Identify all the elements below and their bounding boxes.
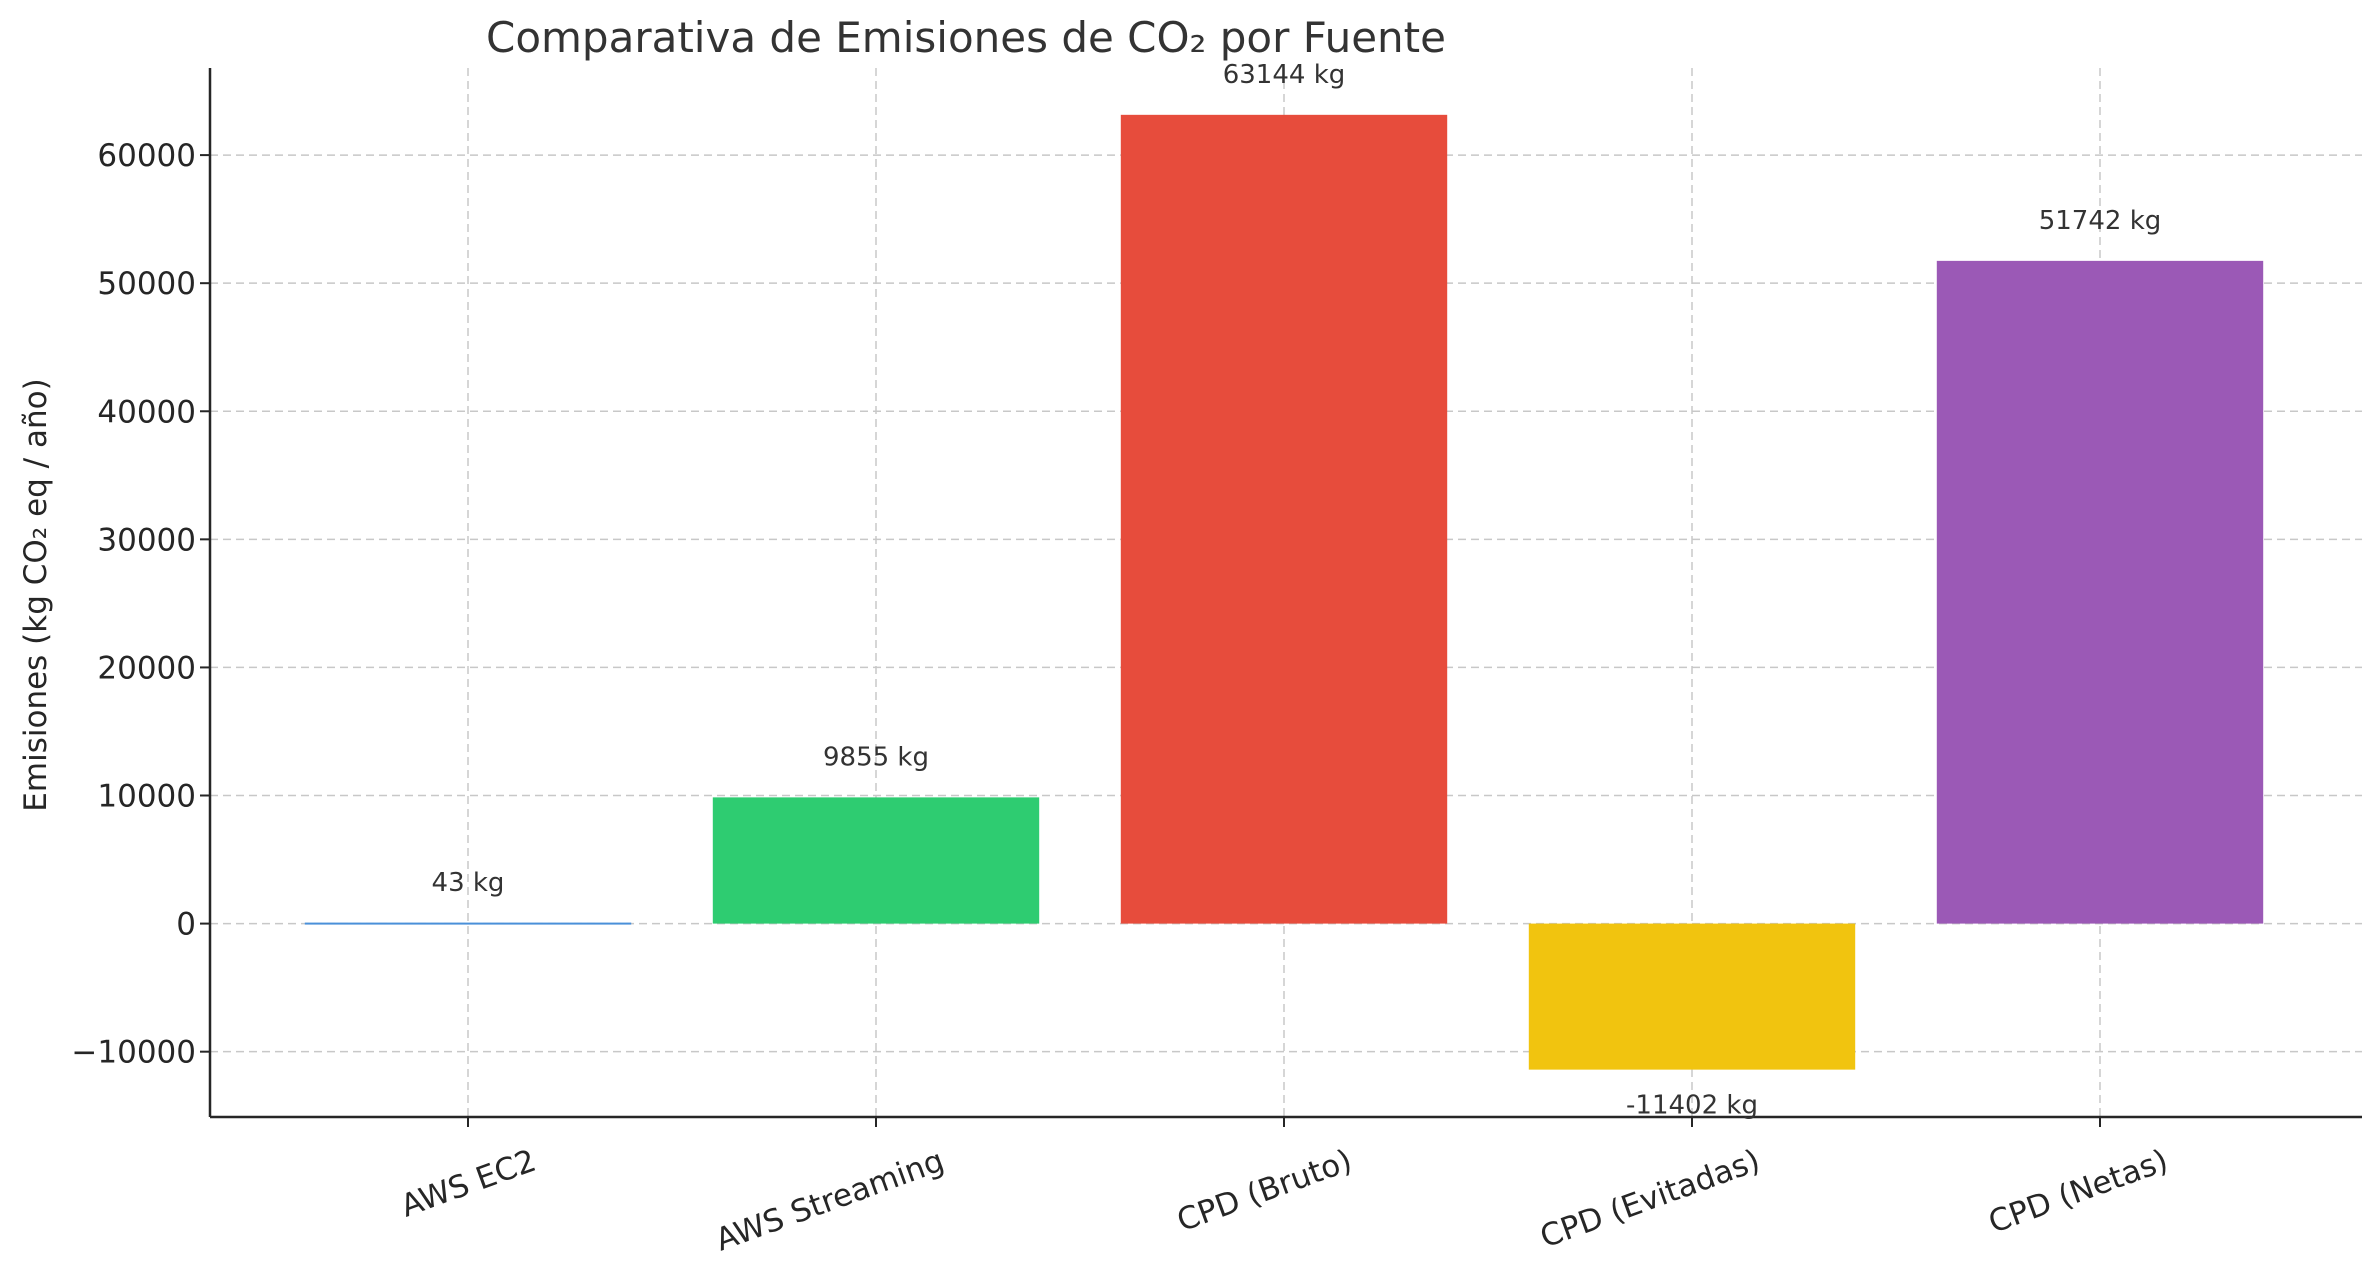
bar (712, 797, 1040, 924)
x-tick-label: CPD (Bruto) (1172, 1143, 1356, 1239)
data-label-layer: 43 kg 9855 kg 63144 kg -11402 kg 51742 kg (432, 60, 2162, 1121)
bar (1528, 923, 1856, 1070)
y-tick-label: 10000 (97, 779, 196, 815)
bar (1120, 114, 1448, 924)
y-axis-label: Emisiones (kg CO₂ eq / año) (18, 378, 54, 811)
y-tick-label: −10000 (71, 1035, 196, 1071)
y-tick-label: 20000 (97, 650, 196, 686)
y-tick-label: 0 (176, 907, 196, 943)
data-label: 43 kg (432, 868, 505, 898)
chart-title: Comparativa de Emisiones de CO₂ por Fuen… (486, 13, 1446, 62)
data-label: 9855 kg (823, 742, 929, 772)
x-tick-label: CPD (Netas) (1984, 1143, 2173, 1241)
data-label: 51742 kg (2039, 206, 2162, 236)
x-tick-label: CPD (Evitadas) (1536, 1143, 1765, 1256)
x-tick-label: AWS EC2 (396, 1143, 540, 1225)
bar-layer (304, 114, 2264, 1070)
data-label: 63144 kg (1223, 60, 1346, 90)
y-tick-label: 60000 (97, 138, 196, 174)
y-tick-label: 30000 (97, 522, 196, 558)
bar (304, 922, 632, 925)
y-tick-label: 40000 (97, 394, 196, 430)
bar (1936, 260, 2264, 924)
y-tick-label: 50000 (97, 266, 196, 302)
x-tick-label: AWS Streaming (711, 1143, 949, 1259)
data-label: -11402 kg (1626, 1091, 1758, 1121)
